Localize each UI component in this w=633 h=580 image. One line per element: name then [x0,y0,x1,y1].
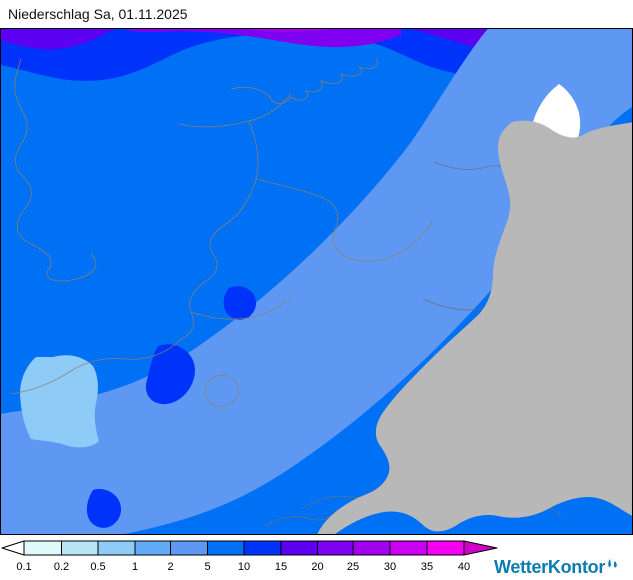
svg-text:0.1: 0.1 [16,561,31,573]
svg-text:2: 2 [167,561,173,573]
svg-text:5: 5 [204,561,210,573]
svg-text:10: 10 [238,561,250,573]
svg-text:30: 30 [384,561,396,573]
svg-text:15: 15 [275,561,287,573]
svg-text:1: 1 [132,561,138,573]
svg-text:40: 40 [458,561,470,573]
svg-text:35: 35 [421,561,433,573]
svg-text:25: 25 [347,561,359,573]
svg-text:20: 20 [311,561,323,573]
svg-text:0.2: 0.2 [54,561,69,573]
svg-text:0.5: 0.5 [90,561,105,573]
